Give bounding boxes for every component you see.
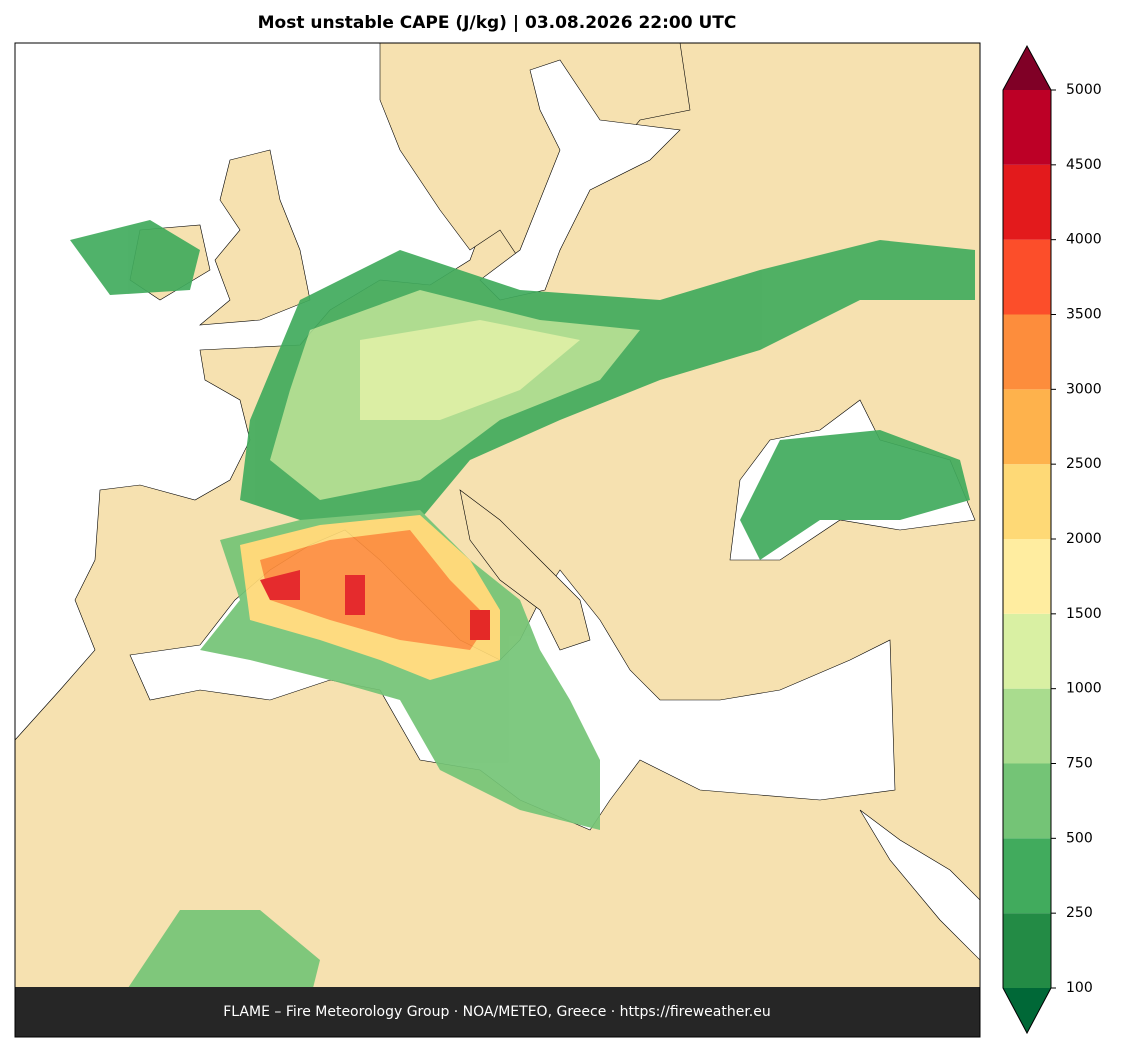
colorbar-tick-label: 750 (1066, 756, 1093, 772)
colorbar-tick-label: 1000 (1066, 681, 1102, 697)
colorbar-band (1003, 314, 1051, 390)
colorbar-tick-label: 4500 (1066, 157, 1102, 173)
italy (459, 489, 591, 651)
colorbar-band (1003, 389, 1051, 465)
cape-field (70, 220, 975, 1000)
colorbar-tick-label: 100 (1066, 980, 1093, 996)
red-sea (859, 809, 980, 961)
colorbar-extend-over (1003, 46, 1051, 90)
colorbar-tick-label: 1500 (1066, 606, 1102, 622)
colorbar-tick-label: 2000 (1066, 531, 1102, 547)
colorbar-tick-label: 4000 (1066, 232, 1102, 248)
colorbar-band (1003, 539, 1051, 614)
colorbar-extend-under (1003, 988, 1051, 1033)
colorbar-tick-label: 250 (1066, 905, 1093, 921)
map-title: Most unstable CAPE (J/kg) | 03.08.2026 2… (258, 13, 737, 33)
great-britain (199, 149, 311, 326)
colorbar-band (1003, 90, 1051, 165)
colorbar-band (1003, 464, 1051, 539)
colorbar-band (1003, 239, 1051, 315)
footer-bar (15, 987, 980, 1037)
colorbar-band (1003, 838, 1051, 914)
colorbar-band (1003, 688, 1051, 764)
colorbar-band (1003, 164, 1051, 240)
colorbar-tick-label: 2500 (1066, 456, 1102, 472)
colorbar-band (1003, 613, 1051, 689)
colorbar-tick-label: 3500 (1066, 307, 1102, 323)
colorbar-band (1003, 763, 1051, 839)
colorbar-band (1003, 913, 1051, 988)
colorbar-tick-label: 3000 (1066, 381, 1102, 397)
map-area: FLAME – Fire Meteorology Group · NOA/MET… (15, 43, 980, 1037)
footer-text: FLAME – Fire Meteorology Group · NOA/MET… (223, 1004, 771, 1020)
map-frame (14, 42, 981, 1038)
baltic-sea (479, 59, 681, 301)
colorbar: 100 250 500 750 1000 1500 2000 2500 3000 3500 4000… (1002, 44, 1102, 1035)
colorbar-tick-label: 5000 (1066, 82, 1102, 98)
colorbar-tick-label: 500 (1066, 830, 1093, 846)
